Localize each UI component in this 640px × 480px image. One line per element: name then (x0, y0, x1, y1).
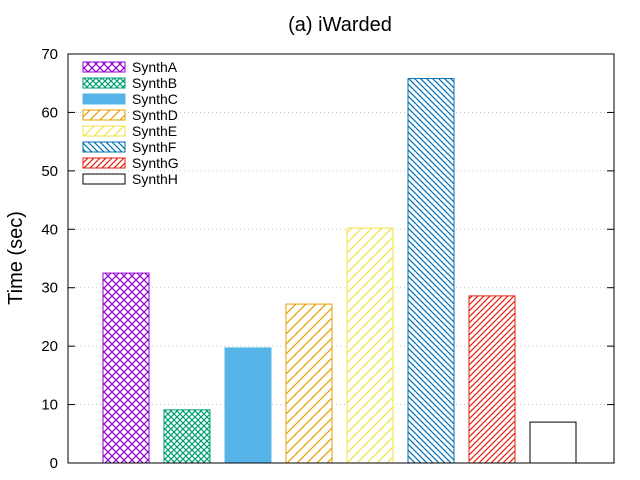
legend-label-synthh: SynthH (132, 171, 178, 187)
y-tick-label: 50 (41, 163, 58, 180)
legend-swatch-synthd (82, 109, 126, 121)
legend-label-synthd: SynthD (132, 107, 178, 123)
legend-swatch-synthb (82, 77, 126, 89)
legend-label-synthe: SynthE (132, 123, 177, 139)
legend-label-syntha: SynthA (132, 59, 178, 75)
legend-swatch-syntha (82, 61, 126, 73)
legend-swatch-synthe (82, 125, 126, 137)
y-tick-label: 30 (41, 280, 58, 297)
legend-label-synthc: SynthC (132, 91, 178, 107)
y-tick-label: 10 (41, 397, 58, 414)
bar-synthb (163, 409, 211, 464)
legend: SynthASynthBSynthCSynthDSynthESynthFSynt… (82, 59, 179, 187)
y-tick-label: 70 (41, 46, 58, 63)
bar-synthh (529, 421, 577, 464)
legend-swatch-synthc (82, 93, 126, 105)
chart-title: (a) iWarded (288, 14, 392, 36)
bar-synthc (224, 347, 272, 464)
bar-synthf (407, 78, 455, 464)
legend-swatch-synthh (82, 173, 126, 185)
y-tick-label: 40 (41, 221, 58, 238)
bar-synthd (285, 303, 333, 464)
y-tick-label: 60 (41, 104, 58, 121)
bar-syntha (102, 272, 150, 464)
legend-label-synthg: SynthG (132, 155, 179, 171)
legend-swatch-synthg (82, 157, 126, 169)
bar-synthg (468, 295, 516, 464)
axes: 0 10 20 30 40 50 60 70 (41, 46, 615, 472)
y-tick-label: 0 (50, 455, 58, 472)
y-tick-label: 20 (41, 338, 58, 355)
plot-border (67, 53, 615, 464)
bar-synthe (346, 227, 394, 464)
legend-label-synthf: SynthF (132, 139, 176, 155)
bars (102, 78, 577, 464)
y-axis-label: Time (sec) (5, 211, 27, 305)
legend-swatch-synthf (82, 141, 126, 153)
legend-label-synthb: SynthB (132, 75, 177, 91)
